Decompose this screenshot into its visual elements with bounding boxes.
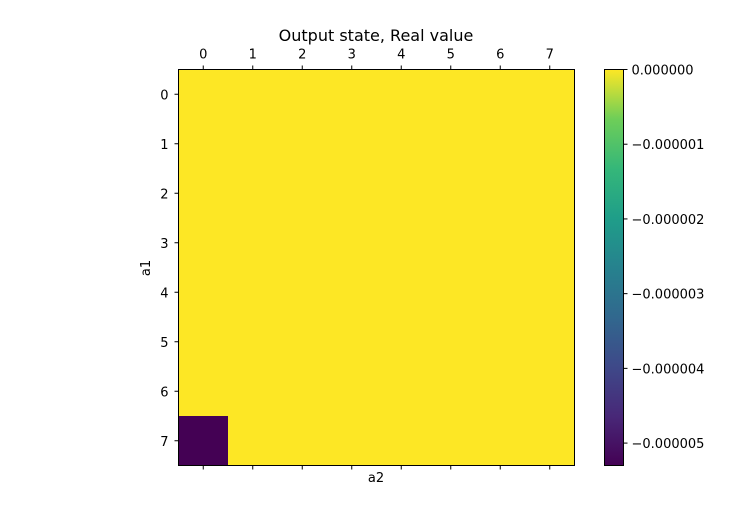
heatmap-cell: [376, 416, 427, 466]
heatmap-cell: [178, 366, 229, 417]
heatmap-cell: [178, 69, 229, 120]
heatmap-cell: [277, 119, 328, 169]
y-tick-label: 7: [160, 435, 168, 450]
colorbar-tick-label: 0.000000: [632, 64, 694, 79]
x-tick-label: 7: [546, 48, 554, 63]
plot-frame: [178, 69, 575, 466]
heatmap-cell: [426, 69, 476, 120]
y-tick-label: 5: [160, 336, 168, 351]
heatmap-cell: [327, 267, 377, 318]
heatmap-cell: [327, 416, 377, 466]
colorbar-tick-label: −0.000004: [632, 362, 705, 377]
heatmap-cell: [327, 119, 377, 169]
heatmap-cell: [277, 366, 328, 417]
heatmap-cell: [475, 218, 526, 268]
heatmap-cell: [376, 317, 427, 367]
heatmap-cell: [475, 119, 526, 169]
heatmap-cell: [376, 69, 427, 120]
heatmap-cell: [178, 267, 229, 318]
heatmap-cell: [277, 168, 328, 219]
heatmap-cell: [277, 267, 328, 318]
heatmap-cell: [178, 416, 229, 466]
heatmap-cell: [228, 416, 278, 466]
heatmap-cell: [426, 119, 476, 169]
heatmap-cell: [277, 218, 328, 268]
heatmap-cell: [525, 218, 575, 268]
heatmap-cell: [475, 69, 526, 120]
heatmap-cell: [178, 317, 229, 367]
heatmap-cell: [426, 317, 476, 367]
x-tick-label: 0: [199, 48, 207, 63]
heatmap-cell: [475, 317, 526, 367]
heatmap-cell: [228, 69, 278, 120]
x-axis-label: a2: [368, 471, 384, 486]
heatmap-cell: [525, 69, 575, 120]
heatmap-cell: [228, 267, 278, 318]
heatmap-cell: [327, 69, 377, 120]
heatmap-cell: [525, 119, 575, 169]
colorbar-tick-label: −0.000003: [632, 288, 705, 303]
heatmap-cells: [178, 69, 575, 466]
x-tick-label: 5: [447, 48, 455, 63]
heatmap-cell: [426, 267, 476, 318]
y-tick-label: 2: [160, 187, 168, 202]
heatmap-cell: [178, 119, 229, 169]
heatmap-cell: [327, 218, 377, 268]
heatmap-cell: [376, 366, 427, 417]
colorbar-ticks: 0.000000 −0.000001 −0.000002 −0.000003 −0.00…: [623, 64, 705, 452]
x-tick-label: 6: [496, 48, 504, 63]
heatmap-cell: [426, 366, 476, 417]
heatmap-cell: [228, 366, 278, 417]
x-tick-label: 4: [397, 48, 405, 63]
heatmap-cell: [327, 366, 377, 417]
y-tick-label: 0: [160, 88, 168, 103]
y-axis-label: a1: [139, 260, 154, 276]
heatmap-cell: [525, 366, 575, 417]
heatmap-cell: [475, 168, 526, 219]
chart-title: Output state, Real value: [279, 26, 474, 45]
heatmap-cell: [426, 416, 476, 466]
heatmap-cell: [525, 168, 575, 219]
x-tick-label: 2: [298, 48, 306, 63]
x-axis-ticks: 0 1 2 3 4 5 6 7: [199, 48, 554, 470]
y-tick-label: 4: [160, 286, 168, 301]
heatmap-cell: [228, 218, 278, 268]
heatmap-cell: [228, 119, 278, 169]
y-tick-label: 3: [160, 237, 168, 252]
heatmap-cell: [327, 317, 377, 367]
heatmap-cell: [525, 416, 575, 466]
y-tick-label: 1: [160, 138, 168, 153]
heatmap-cell: [426, 218, 476, 268]
heatmap-cell: [277, 69, 328, 120]
heatmap-cell: [327, 168, 377, 219]
heatmap-cell: [376, 119, 427, 169]
x-tick-label: 3: [348, 48, 356, 63]
heatmap-cell: [376, 168, 427, 219]
heatmap-cell: [178, 168, 229, 219]
heatmap-cell: [277, 416, 328, 466]
heatmap-cell: [475, 416, 526, 466]
heatmap-cell: [525, 267, 575, 318]
colorbar-tick-label: −0.000001: [632, 138, 705, 153]
heatmap-cell: [426, 168, 476, 219]
heatmap-cell: [178, 218, 229, 268]
heatmap-cell: [228, 317, 278, 367]
heatmap-cell: [277, 317, 328, 367]
y-tick-label: 6: [160, 385, 168, 400]
y-axis-ticks: 0 1 2 3 4 5 6 7: [160, 88, 179, 450]
colorbar-tick-label: −0.000002: [632, 213, 705, 228]
heatmap-cell: [228, 168, 278, 219]
heatmap-cell: [376, 218, 427, 268]
colorbar: [604, 69, 624, 466]
x-tick-label: 1: [249, 48, 257, 63]
heatmap-cell: [525, 317, 575, 367]
heatmap-cell: [475, 267, 526, 318]
heatmap-cell: [475, 366, 526, 417]
heatmap-cell: [376, 267, 427, 318]
colorbar-tick-label: −0.000005: [632, 437, 705, 452]
